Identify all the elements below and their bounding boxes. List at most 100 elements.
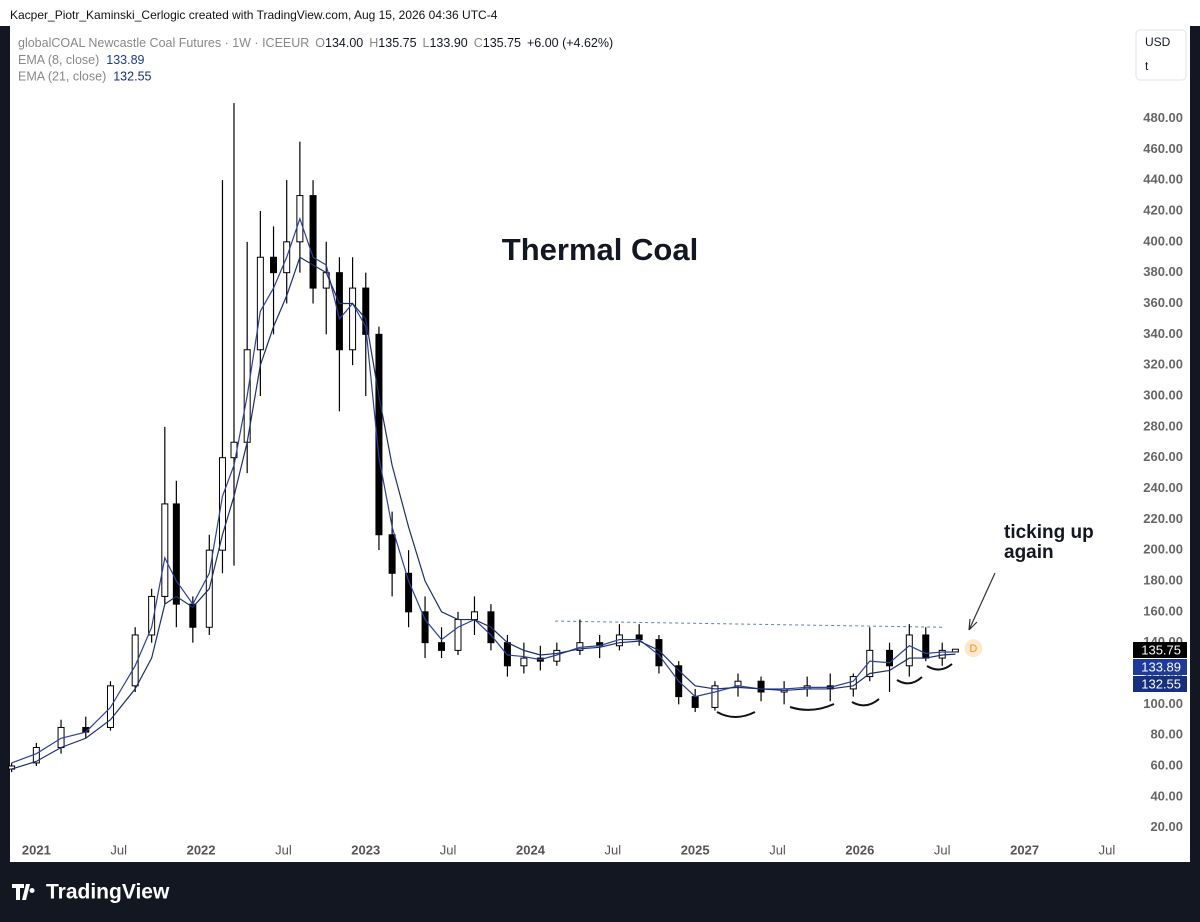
currency: USD	[1145, 35, 1171, 49]
x-tick-label: 2022	[187, 842, 216, 857]
y-tick-label: 260.00	[1143, 449, 1183, 464]
y-tick-label: 220.00	[1143, 511, 1183, 526]
symbol-line: globalCOAL Newcastle Coal Futures · 1W ·…	[18, 36, 613, 50]
candle-body	[635, 634, 643, 641]
hand-drawn-curves	[716, 663, 953, 718]
y-tick-label: 400.00	[1143, 233, 1183, 248]
y-tick-label: 360.00	[1143, 295, 1183, 310]
y-tick-label: 100.00	[1143, 696, 1183, 711]
ohlc-key: O	[315, 36, 325, 50]
y-tick-label: 460.00	[1143, 141, 1183, 156]
chart-title: Thermal Coal	[502, 232, 698, 267]
y-tick-label: 380.00	[1143, 264, 1183, 279]
ohlc-value: 135.75	[483, 36, 521, 50]
ema-name: EMA (21, close)	[18, 70, 106, 84]
chart-panel	[10, 26, 1190, 862]
x-tick-label: 2027	[1010, 842, 1039, 857]
ema-legend: EMA (21, close) 132.55	[18, 70, 152, 84]
ema-legend: EMA (8, close) 133.89	[18, 53, 145, 67]
price-tag-label: 135.75	[1141, 642, 1181, 657]
y-tick-label: 320.00	[1143, 357, 1183, 372]
candle-body	[375, 333, 383, 536]
x-tick-label: Jul	[110, 842, 127, 857]
ohlc-key: C	[474, 36, 483, 50]
resistance-line	[555, 620, 943, 628]
marker-dot	[964, 639, 983, 658]
candle-body	[849, 676, 857, 690]
ema-line	[11, 256, 956, 770]
price-tag	[1133, 642, 1187, 658]
x-tick-label: 2021	[22, 842, 51, 857]
y-tick-label: 280.00	[1143, 418, 1183, 433]
price-tag	[1133, 676, 1187, 692]
y-tick-label: 40.00	[1150, 788, 1183, 803]
unit: t	[1145, 59, 1149, 73]
credit: Kacper_Piotr_Kaminski_Cerlogic created w…	[10, 8, 498, 22]
candle-body	[349, 287, 357, 351]
candle-body	[438, 642, 446, 651]
candle-body	[520, 657, 528, 667]
y-tick-label: 60.00	[1150, 757, 1183, 772]
footer	[0, 862, 1200, 922]
price-tag-label: 133.89	[1141, 659, 1181, 674]
candle-body	[148, 595, 156, 636]
x-tick-label: Jul	[605, 842, 622, 857]
credit-bar	[0, 0, 1200, 26]
curve	[789, 703, 835, 711]
y-tick-label: 240.00	[1143, 480, 1183, 495]
x-tick-label: Jul	[1099, 842, 1116, 857]
y-tick-label: 80.00	[1150, 727, 1183, 742]
candle-body	[922, 634, 930, 659]
candle-body	[757, 680, 765, 693]
ema-name: EMA (8, close)	[18, 53, 99, 67]
ohlc-key: L	[423, 36, 430, 50]
candle-body	[405, 572, 413, 613]
y-tick-label: 300.00	[1143, 387, 1183, 402]
x-tick-label: 2026	[845, 842, 874, 857]
candle-body	[421, 611, 429, 644]
candle-body	[309, 195, 317, 289]
y-tick-label: 180.00	[1143, 572, 1183, 587]
candle-body	[454, 619, 462, 651]
y-tick-label: 480.00	[1143, 110, 1183, 125]
candle-body	[256, 256, 264, 351]
y-tick-label: 20.00	[1150, 819, 1183, 834]
logo: TradingView	[46, 881, 170, 904]
ema-line	[11, 216, 956, 764]
candle-body	[218, 457, 226, 551]
candle-body	[734, 680, 742, 687]
candle-body	[886, 649, 894, 667]
candle-body	[691, 696, 699, 708]
symbol-name: globalCOAL Newcastle Coal Futures · 1W ·…	[18, 36, 309, 50]
x-tick-label: Jul	[275, 842, 292, 857]
ohlc-value: 134.00	[325, 36, 363, 50]
curve	[851, 698, 880, 707]
ema-value: 132.55	[113, 70, 151, 84]
candle-body	[711, 685, 719, 708]
x-tick-label: 2023	[351, 842, 380, 857]
x-tick-label: Jul	[934, 842, 951, 857]
ema-value: 133.89	[106, 53, 144, 67]
x-tick-label: 2025	[681, 842, 710, 857]
ohlc-key: H	[369, 36, 378, 50]
y-tick-label: 340.00	[1143, 326, 1183, 341]
curve	[926, 663, 953, 671]
candle-body	[335, 272, 343, 351]
price-tag-label: 132.55	[1141, 676, 1181, 691]
candle-body	[362, 287, 370, 335]
candle-body	[131, 634, 139, 687]
logo-icon	[12, 884, 35, 900]
ohlc-value: 135.75	[378, 36, 416, 50]
marker: D	[969, 643, 977, 655]
change: +6.00 (+4.62%)	[527, 36, 613, 50]
candle-body	[470, 611, 478, 621]
y-tick-label: 440.00	[1143, 172, 1183, 187]
x-tick-label: Jul	[440, 842, 457, 857]
price-tag	[1133, 659, 1187, 675]
ohlc-value: 133.90	[429, 36, 467, 50]
candle-body	[161, 503, 169, 597]
y-tick-label: 160.00	[1143, 603, 1183, 618]
curve	[716, 711, 756, 718]
curve	[896, 676, 923, 685]
